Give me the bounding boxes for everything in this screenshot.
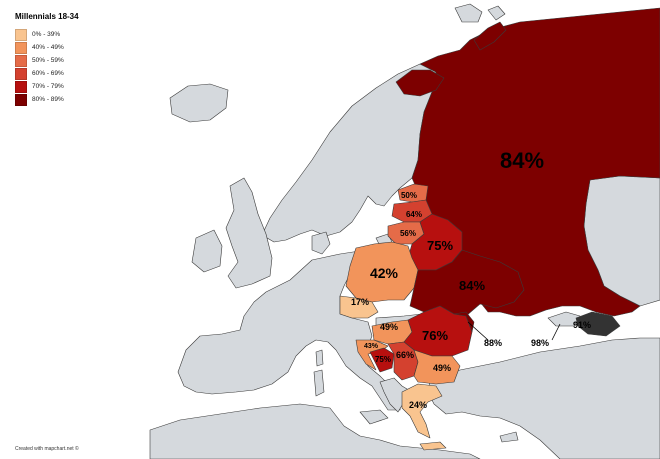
moldova-leader-line: [467, 321, 489, 341]
legend-item: 40% - 49%: [15, 41, 79, 54]
label-hungary: 49%: [380, 322, 398, 332]
legend-item: 70% - 79%: [15, 80, 79, 93]
cyprus: [499, 431, 519, 443]
corsica: [315, 349, 324, 367]
label-russia: 84%: [500, 148, 544, 173]
label-bosnia: 75%: [375, 355, 391, 364]
legend-item: 50% - 59%: [15, 54, 79, 67]
legend-swatch: [15, 80, 27, 93]
legend-swatch: [15, 41, 27, 54]
label-georgia: 98%: [531, 338, 549, 348]
label-ukraine: 84%: [459, 278, 485, 293]
sicily: [359, 409, 389, 425]
legend-swatch: [15, 54, 27, 67]
label-croatia: 43%: [364, 343, 379, 350]
label-czech: 17%: [351, 297, 369, 307]
credit-text: Created with mapchart.net ©: [15, 446, 79, 452]
country-poland: [345, 241, 419, 303]
sardinia: [313, 369, 325, 397]
legend-label: 0% - 39%: [32, 31, 61, 38]
legend-item: 60% - 69%: [15, 67, 79, 80]
legend: Millennials 18-34 0% - 39% 40% - 49% 50%…: [15, 12, 79, 106]
svalbard-2: [487, 5, 506, 21]
country-bulgaria: [413, 349, 461, 385]
country-greece: [401, 383, 443, 439]
legend-swatch: [15, 67, 27, 80]
label-lithuania: 56%: [400, 229, 416, 238]
legend-label: 80% - 89%: [32, 96, 64, 103]
legend-label: 40% - 49%: [32, 44, 64, 51]
label-greece: 24%: [409, 400, 427, 410]
label-serbia: 66%: [396, 350, 414, 360]
country-azerbaijan: [575, 311, 621, 337]
turkey-middle-east: [427, 337, 660, 459]
country-czech: [339, 295, 379, 319]
ireland: [191, 229, 223, 273]
russia-novaya-zemlya: [473, 21, 507, 51]
label-bulgaria: 49%: [433, 363, 451, 373]
legend-label: 50% - 59%: [32, 57, 64, 64]
north-africa: [149, 403, 481, 459]
label-moldova: 88%: [484, 338, 502, 348]
colored-countries: [339, 7, 660, 451]
legend-item: 80% - 89%: [15, 93, 79, 106]
label-belarus: 75%: [427, 238, 453, 253]
grey-land: [149, 3, 660, 459]
russia-kola: [395, 69, 445, 97]
great-britain: [225, 177, 273, 289]
legend-swatch: [15, 28, 27, 41]
label-azerbaijan: 91%: [573, 320, 591, 330]
label-romania: 76%: [422, 328, 448, 343]
legend-title: Millennials 18-34: [15, 12, 79, 21]
label-poland: 42%: [370, 265, 399, 281]
svalbard: [454, 3, 483, 23]
legend-item: 0% - 39%: [15, 28, 79, 41]
legend-label: 60% - 69%: [32, 70, 64, 77]
georgia-leader-line: [551, 323, 561, 341]
greece-crete: [419, 441, 447, 451]
legend-label: 70% - 79%: [32, 83, 64, 90]
denmark: [311, 231, 331, 255]
label-estonia: 50%: [401, 191, 417, 200]
country-croatia: [355, 339, 389, 371]
iceland: [169, 83, 229, 123]
legend-swatch: [15, 93, 27, 106]
label-latvia: 64%: [406, 210, 422, 219]
country-bosnia: [369, 347, 395, 373]
